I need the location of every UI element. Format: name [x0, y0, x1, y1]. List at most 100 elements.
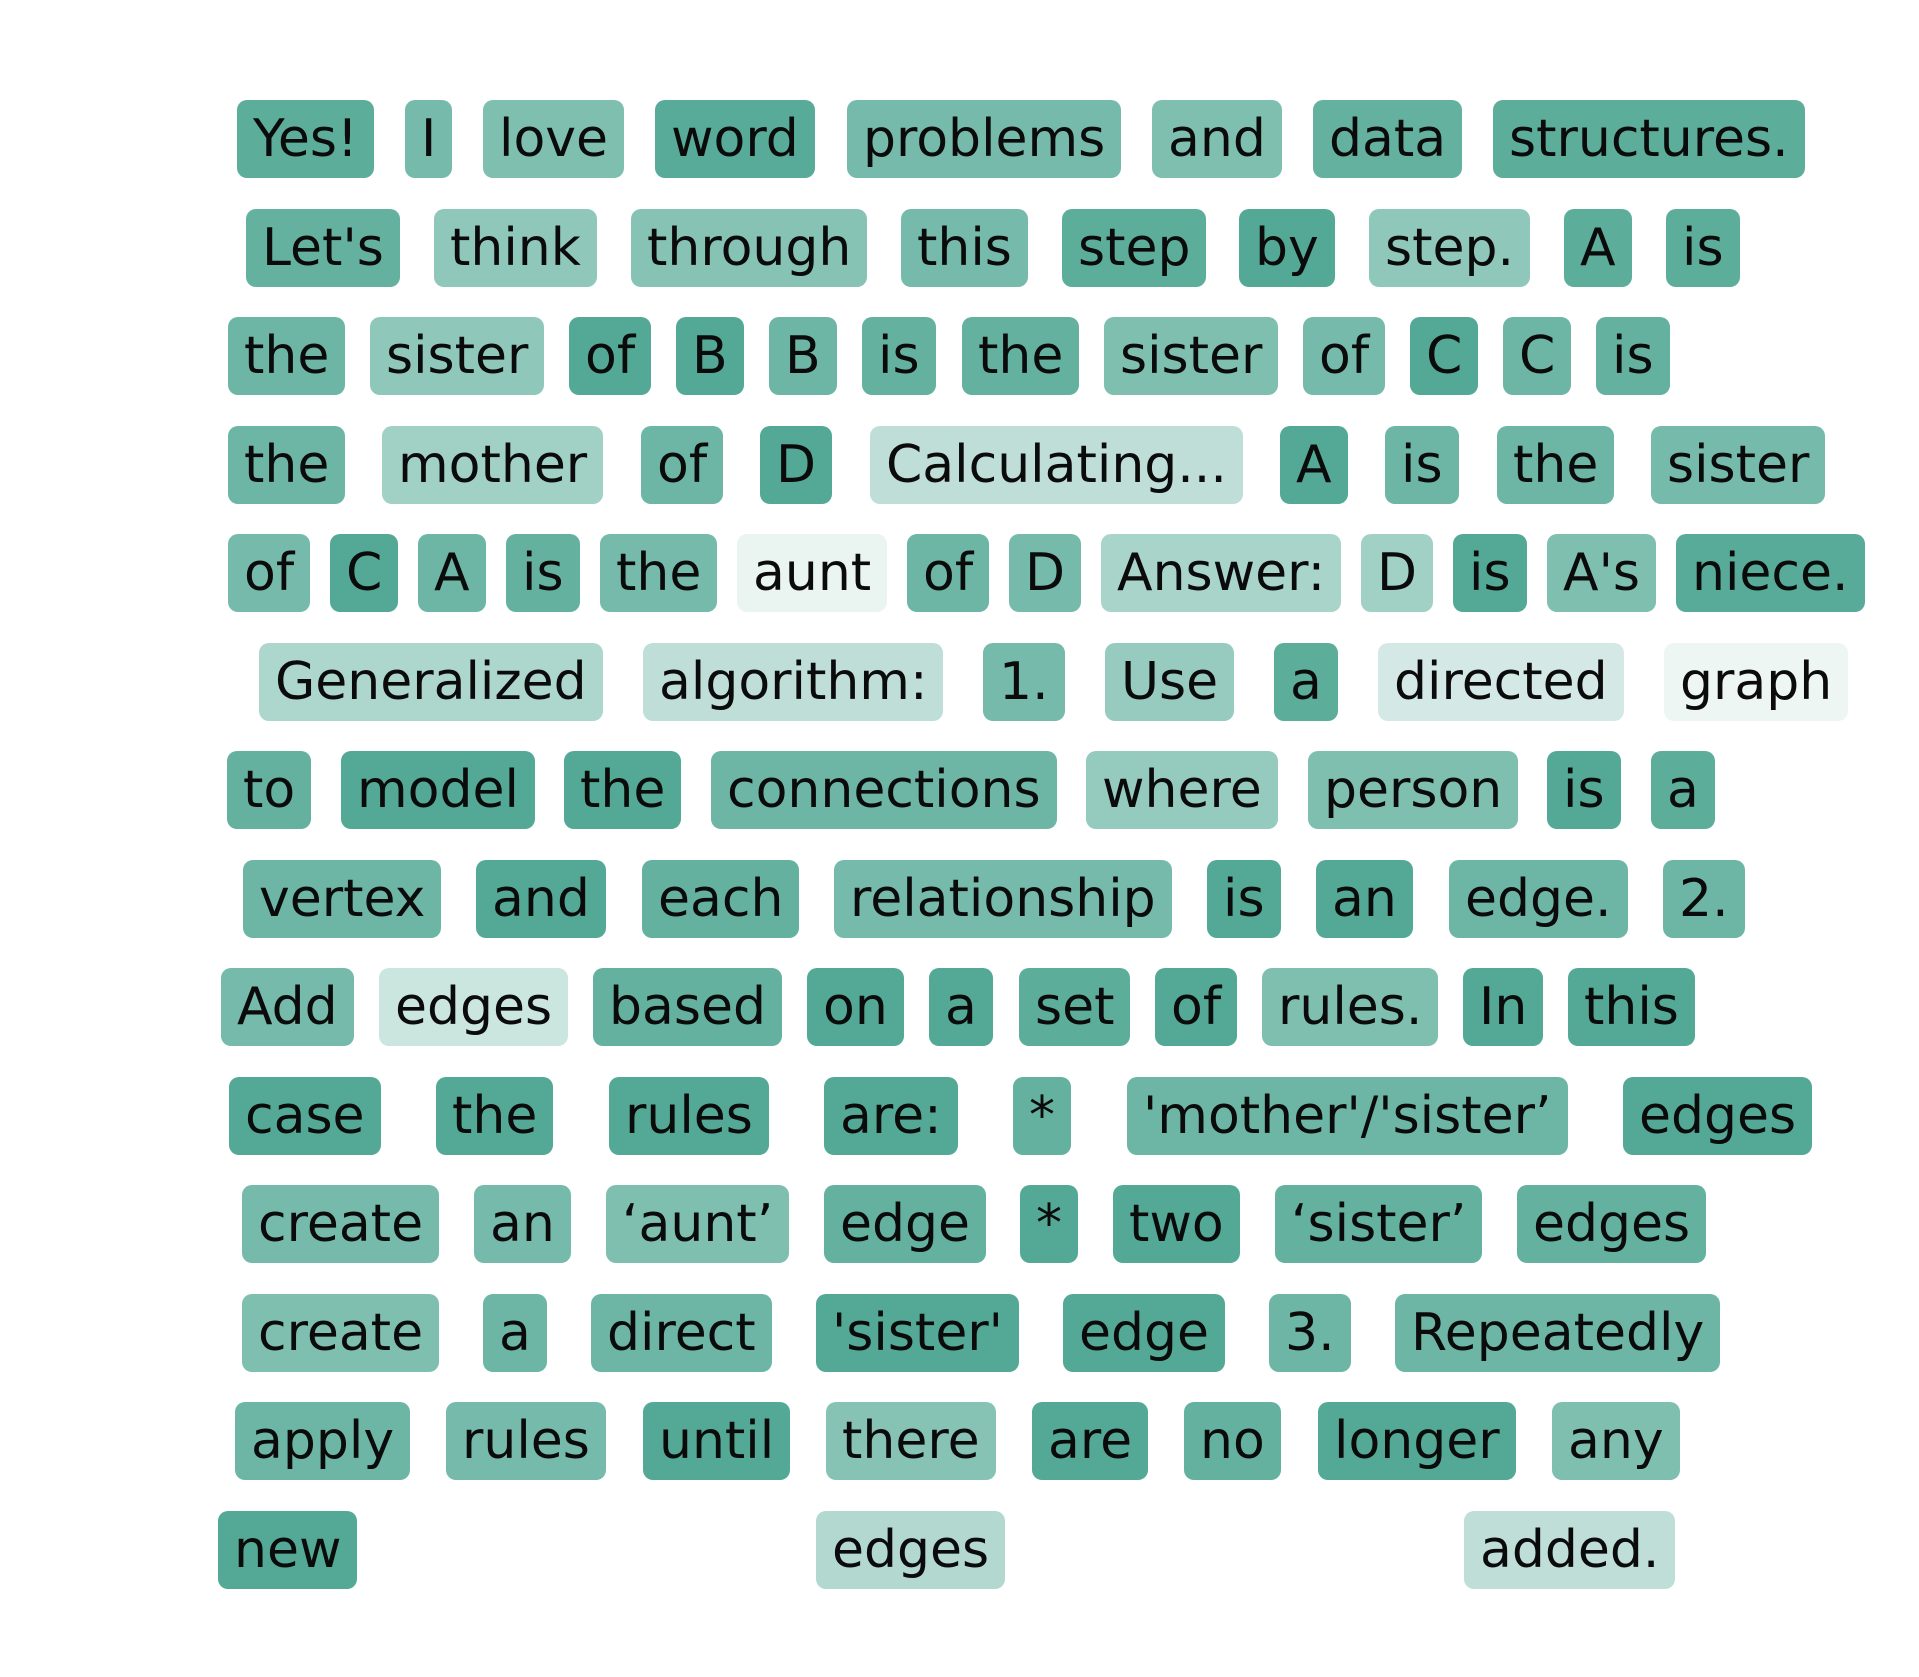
- token-chip: rules: [609, 1076, 769, 1155]
- token-chip: graph: [1664, 642, 1849, 721]
- token-chip: step: [1062, 208, 1207, 287]
- token-chip: problems: [847, 100, 1122, 178]
- token-chip: are:: [824, 1076, 958, 1155]
- token-chip: sister: [1104, 317, 1279, 395]
- token-chip: structures.: [1493, 100, 1805, 178]
- token-chip: of: [1155, 968, 1238, 1046]
- token-chip: B: [676, 317, 744, 395]
- token-chip: through: [631, 208, 868, 287]
- token-chip: rules.: [1262, 968, 1439, 1046]
- token-chip: 3.: [1269, 1293, 1351, 1372]
- token-chip: Let's: [246, 208, 400, 287]
- token-chip: based: [593, 968, 782, 1046]
- token-chip: is: [1666, 208, 1740, 287]
- token-chip: 1.: [983, 642, 1065, 721]
- token-chip: D: [1009, 534, 1082, 612]
- token-chip: an: [1316, 859, 1413, 938]
- token-chip: edges: [816, 1510, 1006, 1589]
- token-chip: Answer:: [1101, 534, 1342, 612]
- token-chip: vertex: [243, 859, 442, 938]
- token-chip: is: [506, 534, 580, 612]
- token-chip: and: [1152, 100, 1282, 178]
- token-chip: model: [341, 751, 535, 829]
- token-chip: are: [1032, 1402, 1149, 1480]
- token-chip: person: [1308, 751, 1519, 829]
- token-chip: edge: [1063, 1293, 1225, 1372]
- token-chip: of: [1303, 317, 1386, 395]
- token-chip: Use: [1105, 642, 1235, 721]
- token-chip: edges: [379, 968, 569, 1046]
- token-chip: is: [1596, 317, 1670, 395]
- token-chip: a: [1274, 642, 1338, 721]
- token-chip: D: [760, 425, 833, 504]
- token-chip: edges: [1517, 1185, 1707, 1263]
- token-chip: of: [228, 534, 311, 612]
- token-chip: C: [1503, 317, 1572, 395]
- token-chip: sister: [1651, 425, 1826, 504]
- token-chip: edge: [824, 1185, 986, 1263]
- token-chip: D: [1361, 534, 1434, 612]
- token-chip: create: [242, 1185, 440, 1263]
- token-chip: of: [907, 534, 990, 612]
- token-chip: until: [643, 1402, 791, 1480]
- token-chip: case: [229, 1076, 381, 1155]
- token-chip: to: [227, 751, 312, 829]
- token-chip: the: [564, 751, 682, 829]
- token-chip: Add: [221, 968, 354, 1046]
- token-chip: A's: [1547, 534, 1656, 612]
- token-chip: is: [1453, 534, 1527, 612]
- token-chip: new: [218, 1510, 358, 1589]
- token-chip: 'sister': [816, 1293, 1019, 1372]
- token-chip: this: [1568, 968, 1695, 1046]
- token-chip: C: [1410, 317, 1479, 395]
- token-chip: directed: [1378, 642, 1624, 721]
- token-chip: I: [405, 100, 453, 178]
- token-chip: Calculating...: [870, 425, 1243, 504]
- token-chip: each: [642, 859, 800, 938]
- token-chip: 'mother'/'sister’: [1127, 1076, 1568, 1155]
- token-chip: Repeatedly: [1395, 1293, 1721, 1372]
- token-chip: ‘sister’: [1275, 1185, 1483, 1263]
- token-chip: a: [929, 968, 993, 1046]
- token-chip: where: [1086, 751, 1278, 829]
- token-chip: the: [1497, 425, 1615, 504]
- token-chip: the: [228, 317, 346, 395]
- token-chip: *: [1013, 1076, 1071, 1155]
- token-chip: data: [1313, 100, 1463, 178]
- token-chip: mother: [382, 425, 604, 504]
- token-chip: is: [1547, 751, 1621, 829]
- token-chip: direct: [591, 1293, 772, 1372]
- token-chip: of: [641, 425, 724, 504]
- token-chip: apply: [235, 1402, 411, 1480]
- token-chip: this: [901, 208, 1028, 287]
- token-chip: a: [483, 1293, 547, 1372]
- token-chip: any: [1552, 1402, 1680, 1480]
- token-chip: a: [1651, 751, 1715, 829]
- token-chip: the: [962, 317, 1080, 395]
- token-chip: two: [1113, 1185, 1240, 1263]
- token-chip: the: [600, 534, 718, 612]
- token-chip: set: [1019, 968, 1131, 1046]
- token-chip: no: [1184, 1402, 1281, 1480]
- token-chip: there: [826, 1402, 996, 1480]
- token-chip: Yes!: [237, 100, 374, 178]
- token-chip: In: [1463, 968, 1544, 1046]
- token-chip: create: [242, 1293, 440, 1372]
- token-chip: Generalized: [259, 642, 603, 721]
- token-chip: by: [1239, 208, 1335, 287]
- token-chip: ‘aunt’: [606, 1185, 790, 1263]
- token-chip: niece.: [1676, 534, 1865, 612]
- token-chip: relationship: [834, 859, 1172, 938]
- token-chip: *: [1020, 1185, 1078, 1263]
- token-chip: rules: [446, 1402, 606, 1480]
- token-chip: C: [330, 534, 399, 612]
- token-chip: love: [483, 100, 625, 178]
- token-chip: A: [418, 534, 486, 612]
- token-chip: the: [436, 1076, 554, 1155]
- token-chip: A: [1280, 425, 1348, 504]
- token-chip: word: [655, 100, 815, 178]
- token-chip: step.: [1369, 208, 1531, 287]
- token-chip: an: [474, 1185, 571, 1263]
- token-chip: of: [569, 317, 652, 395]
